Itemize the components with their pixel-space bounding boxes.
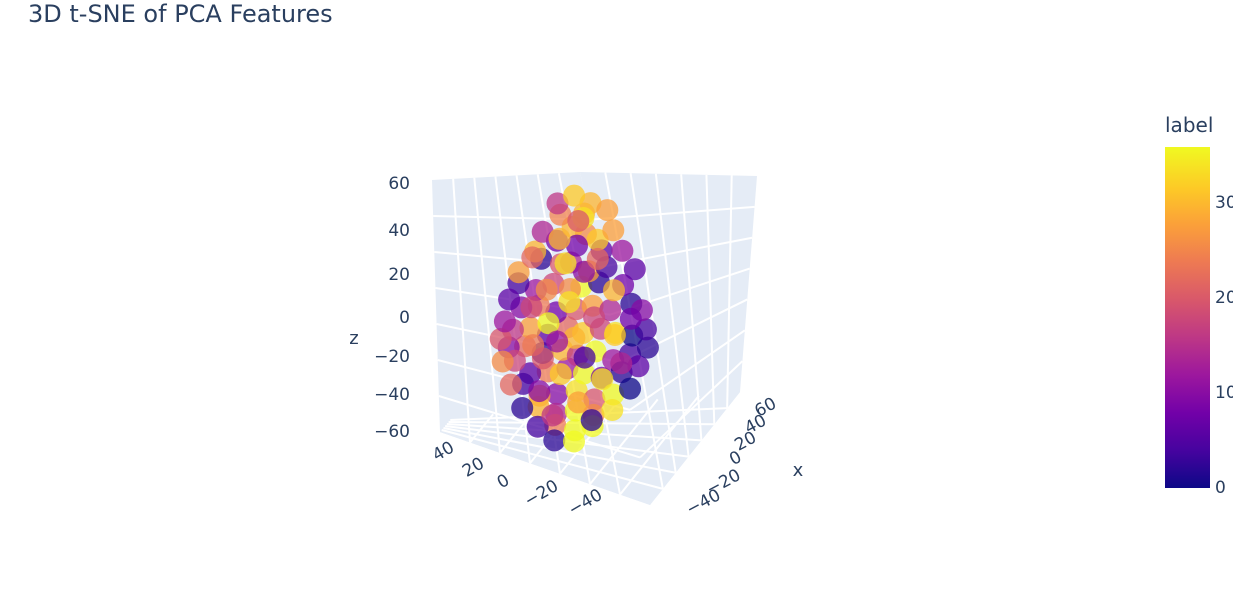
data-point[interactable] <box>548 227 571 250</box>
grid-line <box>441 429 664 490</box>
data-point[interactable] <box>535 278 558 301</box>
y-tick-label: 40 <box>429 438 458 466</box>
data-point[interactable] <box>546 330 569 353</box>
data-point[interactable] <box>602 383 625 406</box>
data-point[interactable] <box>558 291 581 314</box>
grid-layer <box>432 172 757 505</box>
y-tick-label: 20 <box>459 454 488 482</box>
grid-line <box>629 329 746 411</box>
y-tick-label: −40 <box>565 485 606 520</box>
data-point[interactable] <box>627 355 650 378</box>
x-axis-label: x <box>793 460 804 481</box>
data-point[interactable] <box>567 391 590 414</box>
z-tick-label: −40 <box>374 385 410 405</box>
data-point[interactable] <box>563 184 586 207</box>
data-point[interactable] <box>511 397 534 419</box>
data-point[interactable] <box>507 261 530 284</box>
colorbar-tick: 0 <box>1215 478 1226 498</box>
grid-line <box>589 205 755 221</box>
z-tick-label: −20 <box>374 347 410 367</box>
data-point[interactable] <box>528 380 551 403</box>
z-tick-label: 40 <box>388 221 410 241</box>
data-point[interactable] <box>531 347 554 370</box>
z-tick-label: 60 <box>388 174 410 194</box>
z-tick-label: 0 <box>399 308 410 328</box>
data-point[interactable] <box>521 246 544 269</box>
grid-line <box>589 398 659 485</box>
data-point[interactable] <box>580 409 603 432</box>
data-point[interactable] <box>519 316 542 339</box>
data-point[interactable] <box>586 247 609 270</box>
data-point[interactable] <box>601 399 624 421</box>
grid-line <box>705 174 716 425</box>
colorbar <box>1165 147 1210 488</box>
data-point[interactable] <box>602 219 625 242</box>
grid-line <box>443 427 676 474</box>
y-tick-label: −20 <box>521 476 562 511</box>
data-point[interactable] <box>603 324 626 346</box>
data-point[interactable] <box>491 350 514 373</box>
data-point[interactable] <box>546 192 569 215</box>
data-point[interactable] <box>611 239 634 262</box>
data-point[interactable] <box>498 288 521 311</box>
y-tick-label: 0 <box>494 470 513 493</box>
data-point[interactable] <box>554 252 577 275</box>
data-point[interactable] <box>636 336 659 359</box>
data-point[interactable] <box>563 326 586 349</box>
data-point[interactable] <box>566 234 588 257</box>
data-point[interactable] <box>489 328 512 350</box>
data-point[interactable] <box>603 279 625 302</box>
data-point[interactable] <box>520 296 543 319</box>
data-point[interactable] <box>619 377 641 400</box>
data-point[interactable] <box>583 306 606 329</box>
grid-line <box>452 178 471 443</box>
grid-line <box>726 175 733 409</box>
z-axis-label: z <box>349 328 358 349</box>
data-point[interactable] <box>573 362 595 385</box>
data-point[interactable] <box>567 210 590 232</box>
data-point[interactable] <box>541 404 564 427</box>
data-point[interactable] <box>499 373 522 396</box>
data-point[interactable] <box>610 352 633 375</box>
data-point[interactable] <box>573 346 596 369</box>
colorbar-tick: 30 <box>1215 193 1233 213</box>
colorbar-tick: 10 <box>1215 383 1233 403</box>
colorbar-title: label <box>1165 113 1214 137</box>
data-point[interactable] <box>543 429 566 452</box>
z-tick-label: 20 <box>388 265 410 285</box>
data-point[interactable] <box>537 312 560 335</box>
data-point[interactable] <box>563 430 585 453</box>
grid-line <box>599 236 753 269</box>
chart-title: 3D t-SNE of PCA Features <box>28 0 333 28</box>
grid-line <box>473 177 501 453</box>
data-point[interactable] <box>546 382 568 405</box>
data-point[interactable] <box>623 258 646 281</box>
colorbar-tick: 20 <box>1215 288 1233 308</box>
data-point[interactable] <box>619 307 642 330</box>
data-point[interactable] <box>591 368 614 391</box>
grid-line <box>619 395 700 496</box>
data-point[interactable] <box>572 260 595 283</box>
points-layer <box>489 184 659 453</box>
data-point[interactable] <box>531 220 554 243</box>
data-point[interactable] <box>493 310 516 333</box>
data-point[interactable] <box>596 199 619 222</box>
data-point[interactable] <box>549 363 572 386</box>
z-tick-label: −60 <box>374 422 410 442</box>
